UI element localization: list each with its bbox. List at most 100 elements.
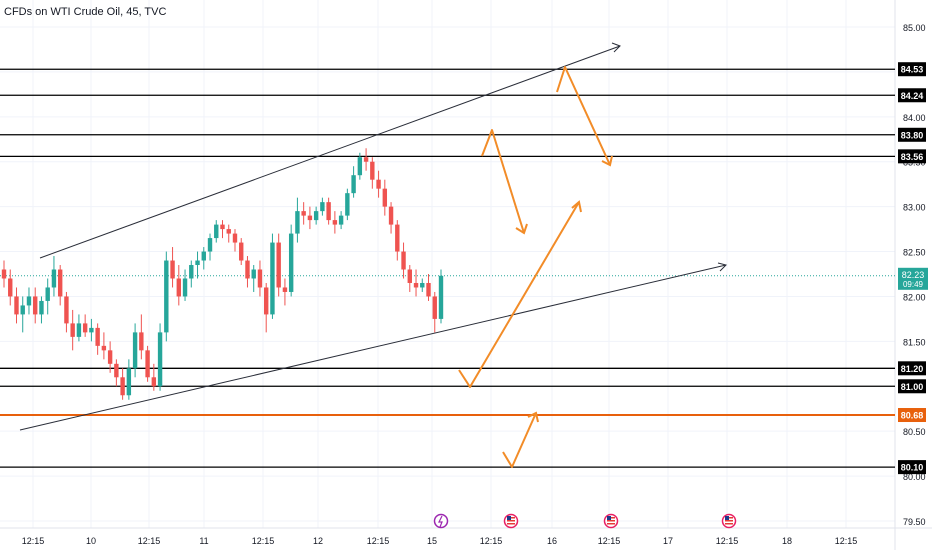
- candle-body: [251, 269, 256, 279]
- candle-body: [313, 211, 319, 221]
- candle-body: [307, 215, 313, 221]
- time-tick-label: 10: [86, 536, 96, 546]
- price-tick-label: 81.50: [903, 337, 926, 347]
- time-tick-label: 18: [782, 536, 792, 546]
- candle-body: [89, 327, 94, 333]
- price-tick-label: 84.00: [903, 113, 926, 123]
- flag-stripe: [507, 523, 515, 525]
- candle-body: [232, 233, 238, 243]
- upper-trendline: [39, 45, 621, 259]
- countdown-label: 09:49: [903, 280, 924, 289]
- candle-body: [388, 206, 394, 225]
- projection-arrow-down-2: [556, 66, 611, 166]
- time-tick-label: 15: [427, 536, 437, 546]
- candle-body: [395, 224, 400, 252]
- level-label: 84.53: [901, 65, 924, 75]
- price-tick-label: 85.00: [903, 23, 926, 33]
- flag-canton: [607, 516, 611, 520]
- candle-body: [295, 211, 300, 234]
- candle-body: [170, 260, 175, 279]
- projection-arrow-down-1-head: [515, 223, 528, 235]
- candle-body: [382, 188, 388, 207]
- level-label-box: [898, 127, 926, 142]
- last-price-label: 82.23: [902, 270, 925, 280]
- upper-trendline-arrowhead: [611, 42, 621, 53]
- time-tick-label: 12:15: [716, 536, 739, 546]
- projection-arrow-up-2-head: [527, 411, 539, 423]
- candle-body: [288, 233, 294, 292]
- candle-body: [126, 368, 132, 396]
- candle-body: [257, 269, 263, 288]
- candle-body: [39, 300, 44, 315]
- candle-body: [407, 269, 412, 283]
- chart-title: CFDs on WTI Crude Oil, 45, TVC: [4, 6, 167, 18]
- candle-body: [326, 202, 331, 221]
- candle-body: [245, 260, 250, 279]
- candle-body: [345, 193, 350, 216]
- candle-body: [270, 242, 275, 315]
- candle-body: [26, 296, 32, 306]
- flag-canton: [725, 516, 729, 520]
- level-label: 80.68: [901, 411, 924, 421]
- price-tick-label: 82.50: [903, 248, 926, 258]
- candle-body: [220, 224, 225, 230]
- lightning-glyph: [438, 515, 443, 528]
- candle-body: [157, 332, 163, 387]
- level-label-box: [898, 408, 926, 423]
- candle-body: [420, 282, 425, 288]
- level-label: 83.80: [901, 130, 924, 140]
- flag-stripe: [507, 520, 515, 522]
- level-label-box: [898, 460, 926, 475]
- flag-canton: [507, 516, 511, 520]
- candle-body: [264, 287, 269, 315]
- candle-body: [214, 224, 219, 239]
- time-tick-label: 11: [199, 536, 208, 546]
- candle-body: [357, 157, 363, 176]
- price-tick-label: 80.00: [903, 472, 926, 482]
- time-tick-label: 12:15: [598, 536, 621, 546]
- time-tick-label: 12:15: [835, 536, 858, 546]
- candle-body: [145, 350, 150, 378]
- candle-body: [239, 242, 244, 261]
- projection-arrows: [458, 66, 613, 468]
- candle-body: [195, 260, 200, 266]
- level-label: 81.00: [901, 382, 924, 392]
- candle-body: [45, 287, 50, 301]
- candle-body: [370, 161, 375, 180]
- lightning-icon: [433, 513, 449, 529]
- candle-body: [8, 278, 13, 297]
- candle-body: [176, 278, 181, 297]
- candle-body: [164, 260, 169, 333]
- time-tick-label: 12: [313, 536, 323, 546]
- candle-body: [338, 215, 344, 225]
- candle-body: [151, 377, 157, 387]
- candles: [1, 148, 444, 400]
- level-label-box: [898, 379, 926, 394]
- time-tick-label: 17: [663, 536, 673, 546]
- time-tick-label: 12:15: [367, 536, 390, 546]
- projection-arrow-up-2: [502, 412, 537, 468]
- candle-body: [132, 332, 138, 369]
- lower-trendline: [19, 264, 727, 431]
- flag-stripe: [607, 523, 615, 525]
- event-markers: [433, 513, 737, 529]
- candle-body: [1, 269, 7, 279]
- time-tick-label: 12:15: [252, 536, 275, 546]
- candle-body: [376, 179, 381, 189]
- candle-body: [320, 202, 325, 212]
- candle-body: [401, 251, 406, 270]
- candle-body: [70, 323, 75, 337]
- time-tick-label: 12:15: [138, 536, 161, 546]
- candle-body: [438, 275, 444, 319]
- candle-body: [351, 175, 356, 194]
- candle-body: [139, 332, 144, 351]
- candle-body: [189, 265, 194, 279]
- candle-body: [120, 377, 125, 396]
- projection-arrow-up-1: [458, 201, 580, 388]
- price-tick-label: 83.00: [903, 203, 926, 213]
- time-axis: 12:15 10 12:15 11 12:15 12 12:15 15 12:15 16 12:15…: [22, 536, 858, 546]
- candle-body: [20, 305, 25, 315]
